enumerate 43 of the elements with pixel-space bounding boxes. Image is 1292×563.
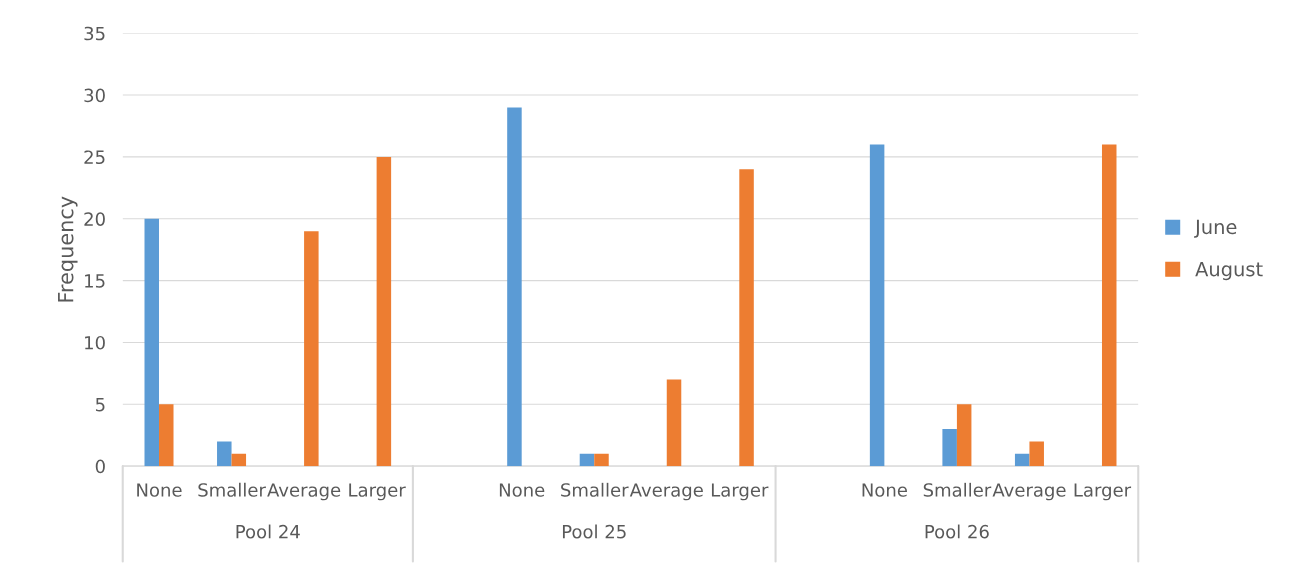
y-tick-label: 10 xyxy=(85,335,105,350)
text: Pool 26 xyxy=(925,524,989,539)
bar xyxy=(376,156,392,467)
x-tick-label: Smaller xyxy=(561,482,629,497)
y-axis-title: Frequency xyxy=(58,196,78,302)
legend-label: August xyxy=(1195,261,1263,281)
bar xyxy=(304,231,319,467)
bar xyxy=(217,441,232,467)
bar xyxy=(1014,453,1030,467)
bar xyxy=(231,453,247,467)
x-tick-label: Average xyxy=(267,483,341,501)
y-tick-label: 30 xyxy=(84,88,105,103)
y-tick-label: 25 xyxy=(84,150,105,165)
bar xyxy=(956,404,972,467)
bar xyxy=(1029,441,1044,467)
legend-label: June xyxy=(1194,219,1237,238)
bar xyxy=(579,453,595,467)
x-tick-label: None xyxy=(862,483,907,497)
x-tick-label: Larger xyxy=(349,483,406,501)
bar xyxy=(942,429,957,467)
x-tick-label: Smaller xyxy=(198,482,266,497)
y-tick-label: 0 xyxy=(95,459,105,474)
text: Pool 25 xyxy=(562,524,626,539)
x-tick-label: None xyxy=(137,483,182,497)
x-tick-label: Larger xyxy=(1074,483,1132,501)
y-tick-label: 5 xyxy=(95,398,105,412)
y-tick-label: 35 xyxy=(84,26,105,41)
x-tick-label: None xyxy=(499,483,545,497)
bar xyxy=(159,404,174,467)
bar xyxy=(739,169,754,467)
bar xyxy=(144,218,160,467)
x-tick-label: Average xyxy=(629,483,703,501)
bar xyxy=(666,379,682,467)
y-tick-label: 20 xyxy=(84,212,105,226)
bar xyxy=(1101,144,1117,467)
x-tick-label: Smaller xyxy=(923,482,992,497)
bar xyxy=(594,453,609,467)
x-tick-label: Larger xyxy=(711,483,769,501)
x-tick-label: Average xyxy=(992,483,1066,501)
bar xyxy=(869,144,885,467)
y-tick-label: 15 xyxy=(85,274,105,288)
text: Pool 24 xyxy=(236,524,300,539)
bar xyxy=(507,107,522,467)
